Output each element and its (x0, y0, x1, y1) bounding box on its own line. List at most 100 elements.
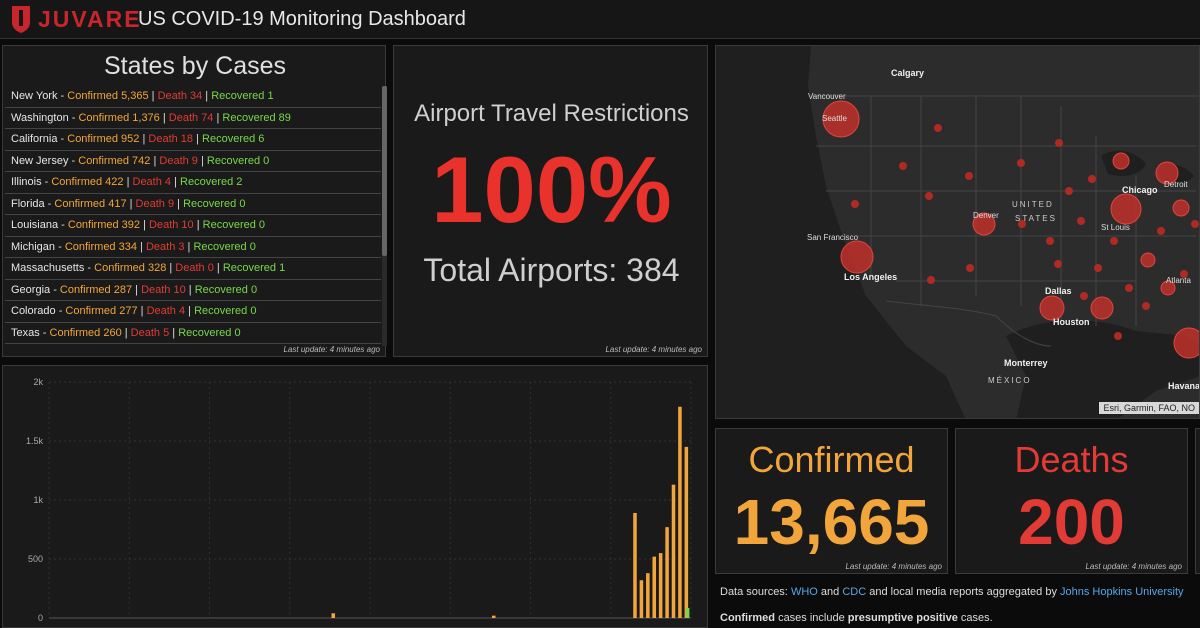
death-count: Death 18 (148, 133, 194, 145)
map-attribution: Esri, Garmin, FAO, NO (1099, 402, 1199, 414)
next-stat-panel (1195, 428, 1200, 574)
confirmed-label: Confirmed (748, 439, 915, 480)
separator: - (68, 154, 79, 167)
recovered-count: Recovered 0 (178, 326, 241, 339)
cdc-link[interactable]: CDC (842, 586, 867, 598)
sources-middle: and local media reports aggregated by (869, 586, 1057, 598)
bar (685, 607, 690, 618)
y-tick-label: 0 (38, 613, 43, 623)
jhu-link[interactable]: Johns Hopkins University (1060, 586, 1184, 598)
separator: | (193, 219, 203, 231)
confirmed-count: Confirmed 392 (67, 219, 141, 231)
confirmed-count: Confirmed 260 (49, 326, 122, 339)
separator: | (213, 111, 223, 124)
data-sources: Data sources: WHO and CDC and local medi… (715, 580, 1200, 628)
confirmed-count: Confirmed 1,376 (78, 111, 160, 124)
separator: | (184, 240, 194, 253)
recovered-count: Recovered 0 (193, 240, 256, 253)
bar (658, 553, 663, 618)
state-name: Georgia (11, 283, 51, 296)
separator: | (169, 326, 179, 339)
recovered-count: Recovered 1 (211, 90, 274, 102)
map-label-chicago: Chicago (1122, 185, 1158, 195)
separator: - (58, 219, 68, 231)
bar (639, 580, 644, 618)
state-row[interactable]: Massachusetts - Confirmed 328 | Death 0 … (5, 258, 381, 280)
separator: | (202, 90, 212, 102)
map-label-houston: Houston (1053, 317, 1090, 327)
recovered-count: Recovered 6 (202, 133, 265, 145)
states-list-scrollbar[interactable] (382, 86, 387, 346)
map-canvas[interactable] (716, 46, 1200, 419)
state-name: Louisiana (11, 219, 59, 231)
airport-last-update: Last update: 4 minutes ago (605, 345, 702, 354)
confirmed-word: Confirmed (720, 612, 775, 624)
juvare-logo-icon (12, 6, 30, 33)
recovered-count: Recovered 0 (194, 305, 257, 317)
bar (646, 573, 650, 618)
state-row[interactable]: California - Confirmed 952 | Death 18 | … (5, 129, 381, 151)
death-count: Death 9 (159, 154, 198, 167)
state-row[interactable]: Colorado - Confirmed 277 | Death 4 | Rec… (5, 301, 381, 323)
separator: | (174, 197, 184, 210)
map-label-seattle: Seattle (822, 114, 847, 123)
airport-restrictions-panel: Airport Travel Restrictions 100% Total A… (393, 45, 708, 357)
confirmed-last-update: Last update: 4 minutes ago (845, 562, 942, 571)
state-row[interactable]: New York - Confirmed 5,365 | Death 34 | … (5, 86, 381, 108)
recovered-count: Recovered 0 (202, 219, 266, 231)
state-row[interactable]: Georgia - Confirmed 287 | Death 10 | Rec… (5, 280, 381, 301)
separator: - (50, 283, 60, 296)
map-label-havana: Havana (1168, 381, 1200, 391)
airport-panel-title: Airport Travel Restrictions (414, 100, 689, 127)
state-name: New York (11, 90, 58, 102)
states-list[interactable]: New York - Confirmed 5,365 | Death 34 | … (5, 86, 381, 344)
death-count: Death 3 (145, 240, 185, 253)
death-count: Death 74 (168, 111, 214, 124)
state-name: Washington (11, 111, 69, 124)
cases-end-text: cases. (960, 612, 993, 624)
state-row[interactable]: Texas - Confirmed 260 | Death 5 | Recove… (5, 323, 381, 344)
states-last-update: Last update: 4 minutes ago (283, 345, 380, 354)
confirmed-count: Confirmed 422 (51, 176, 124, 188)
map-label-calgary: Calgary (891, 68, 925, 78)
sources-prefix: Data sources: (720, 586, 788, 598)
death-count: Death 0 (175, 262, 214, 274)
state-row[interactable]: Michigan - Confirmed 334 | Death 3 | Rec… (5, 237, 381, 258)
bar (684, 446, 689, 618)
daily-cases-chart: 0 500 1k 1.5k 2k (26, 377, 692, 623)
state-name: New Jersey (11, 154, 69, 167)
bar (665, 527, 669, 618)
separator: | (136, 240, 146, 253)
states-by-cases-panel: States by Cases New York - Confirmed 5,3… (2, 45, 387, 357)
death-count: Death 10 (149, 219, 194, 231)
recovered-count: Recovered 0 (194, 283, 258, 296)
deaths-last-update: Last update: 4 minutes ago (1085, 562, 1182, 571)
map-label-mexico: MÉXICO (988, 376, 1032, 385)
state-row[interactable]: Illinois - Confirmed 422 | Death 4 | Rec… (5, 172, 381, 194)
separator: | (171, 176, 181, 188)
state-row[interactable]: New Jersey - Confirmed 742 | Death 9 | R… (5, 151, 381, 172)
who-link[interactable]: WHO (790, 586, 818, 598)
map-label-denver: Denver (973, 211, 999, 220)
confirmed-count: Confirmed 287 (59, 283, 133, 296)
state-name: Colorado (11, 305, 56, 317)
confirmed-value: 13,665 (733, 486, 930, 558)
separator: | (150, 154, 160, 167)
death-count: Death 9 (135, 197, 175, 210)
state-row[interactable]: Louisiana - Confirmed 392 | Death 10 | R… (5, 215, 381, 237)
map-label-vancouver: Vancouver (808, 92, 846, 101)
scroll-thumb[interactable] (382, 86, 387, 256)
separator: | (148, 90, 158, 102)
app-header: JUVARE US COVID-19 Monitoring Dashboard (0, 0, 1200, 39)
separator: - (39, 326, 50, 339)
death-count: Death 5 (130, 326, 170, 339)
separator: | (121, 326, 131, 339)
page-title: US COVID-19 Monitoring Dashboard (138, 8, 466, 30)
separator: | (185, 305, 195, 317)
confirmed-text: cases include (778, 612, 845, 624)
separator: - (41, 176, 52, 188)
state-row[interactable]: Florida - Confirmed 417 | Death 9 | Reco… (5, 194, 381, 215)
y-tick-label: 2k (33, 377, 43, 387)
state-row[interactable]: Washington - Confirmed 1,376 | Death 74 … (5, 108, 381, 129)
case-map[interactable]: Calgary Vancouver Seattle UNITED STATES … (715, 45, 1200, 419)
